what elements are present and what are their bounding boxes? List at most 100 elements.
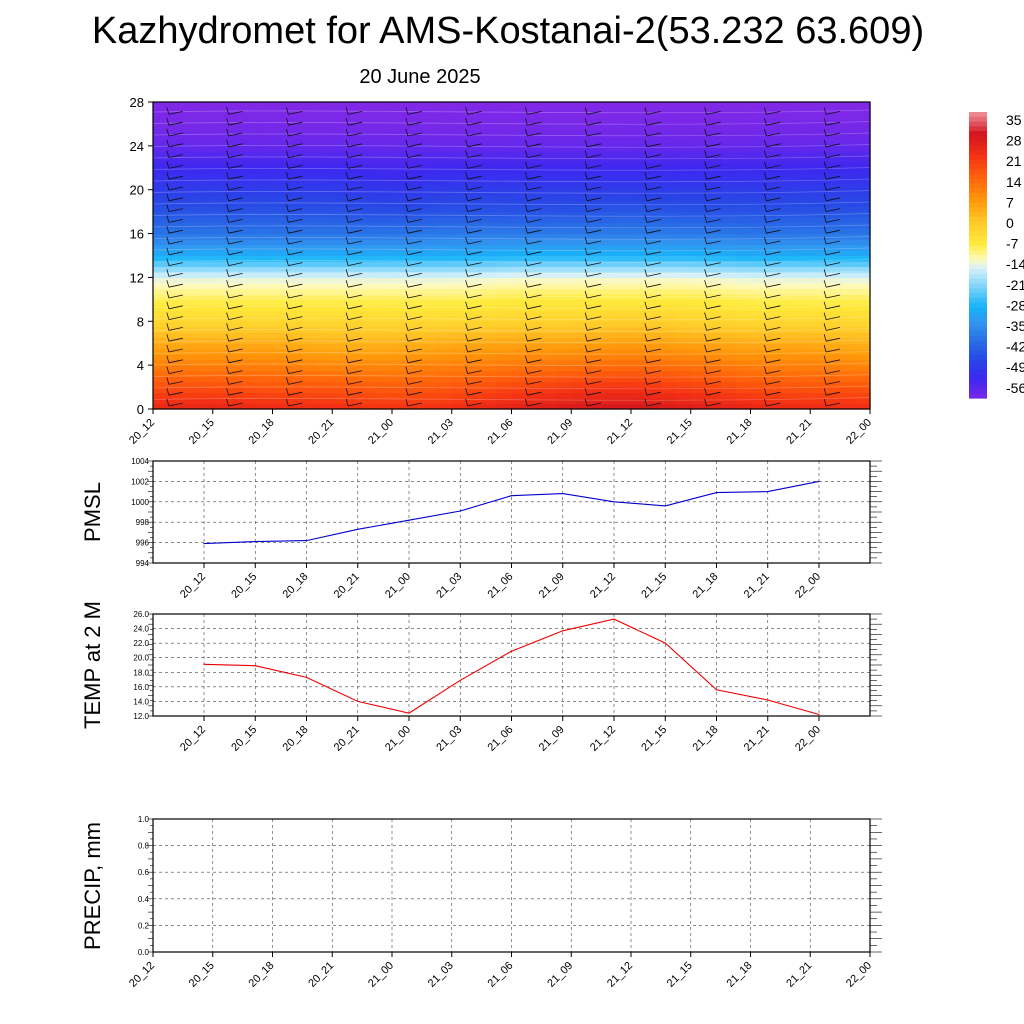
wind-barb bbox=[407, 219, 422, 223]
heatmap-cell bbox=[392, 343, 408, 350]
heatmap-cell bbox=[436, 129, 453, 136]
heatmap-cell bbox=[197, 129, 214, 136]
heatmap-cell bbox=[496, 167, 513, 174]
heatmap-cell bbox=[616, 167, 632, 174]
heatmap-cell bbox=[272, 288, 289, 295]
wind-barb-flag bbox=[166, 312, 170, 320]
wind-barb bbox=[467, 370, 482, 374]
heatmap-cell bbox=[511, 299, 528, 306]
heatmap-cell bbox=[167, 123, 184, 131]
data-point bbox=[254, 540, 256, 543]
heatmap-cell bbox=[302, 145, 318, 152]
heatmap-cell bbox=[840, 315, 856, 322]
wind-barb-flag bbox=[285, 247, 289, 255]
heatmap-cell bbox=[272, 145, 289, 152]
heatmap-cell bbox=[750, 293, 767, 300]
heatmap-cell bbox=[720, 239, 737, 246]
heatmap-cell bbox=[616, 277, 632, 284]
heatmap-cell bbox=[735, 206, 752, 213]
heatmap-cell bbox=[645, 381, 662, 388]
heatmap-cell bbox=[855, 228, 871, 235]
heatmap-cell bbox=[855, 151, 871, 158]
wind-barb-flag bbox=[166, 215, 170, 223]
colorbar-swatch bbox=[969, 359, 987, 366]
heatmap-cell bbox=[481, 107, 498, 114]
x-tick-label: 20_18 bbox=[281, 724, 311, 754]
colorbar-swatch bbox=[969, 212, 987, 218]
heatmap-cell bbox=[586, 102, 602, 109]
heatmap-cell bbox=[287, 365, 303, 372]
heatmap-cell bbox=[212, 271, 229, 279]
heatmap-cell bbox=[601, 162, 617, 169]
heatmap-cell bbox=[302, 233, 318, 240]
heatmap-cell bbox=[795, 184, 811, 191]
heatmap-cell bbox=[795, 381, 811, 388]
heatmap-cell bbox=[153, 370, 169, 377]
heatmap-cell bbox=[511, 239, 528, 246]
heatmap-cell bbox=[660, 255, 677, 262]
heatmap-cell bbox=[406, 239, 423, 246]
heatmap-cell bbox=[436, 310, 453, 317]
heatmap-cell bbox=[750, 167, 767, 174]
wind-barb bbox=[228, 359, 243, 364]
heatmap-cell bbox=[257, 266, 274, 273]
heatmap-cell bbox=[466, 102, 483, 109]
heatmap-cell bbox=[167, 167, 184, 174]
wind-barb bbox=[646, 273, 661, 277]
colorbar-label: 35 bbox=[1006, 112, 1022, 128]
heatmap-cell bbox=[675, 206, 692, 213]
heatmap-cell bbox=[705, 151, 722, 158]
wind-barb-flag bbox=[285, 107, 289, 115]
wind-barb-flag bbox=[763, 258, 767, 266]
wind-barb bbox=[706, 381, 721, 385]
heatmap-cell bbox=[631, 326, 647, 333]
heatmap-cell bbox=[392, 337, 408, 344]
heatmap-cell bbox=[840, 403, 856, 410]
heatmap-cell bbox=[795, 332, 811, 339]
data-point bbox=[562, 630, 564, 632]
heatmap-cell bbox=[780, 370, 796, 377]
heatmap-cell bbox=[810, 348, 826, 355]
heatmap-cell bbox=[825, 315, 841, 322]
wind-barb-flag bbox=[644, 312, 648, 320]
heatmap-cell bbox=[631, 123, 647, 131]
heatmap-cell bbox=[212, 102, 229, 109]
heatmap-cell bbox=[601, 304, 617, 311]
heatmap-cell bbox=[197, 217, 214, 224]
wind-barb-flag bbox=[584, 344, 588, 353]
wind-barb bbox=[168, 186, 183, 191]
heatmap-cell bbox=[735, 343, 752, 350]
heatmap-cell bbox=[317, 211, 333, 218]
heatmap-cell bbox=[601, 376, 617, 383]
heatmap-cell bbox=[631, 266, 647, 273]
heatmap-cell bbox=[167, 184, 184, 191]
heatmap-cell bbox=[690, 222, 707, 229]
heatmap-cell bbox=[332, 222, 348, 229]
colorbar-swatch bbox=[969, 226, 987, 232]
heatmap-cell bbox=[690, 239, 707, 246]
heatmap-cell bbox=[466, 337, 483, 344]
wind-barb bbox=[646, 219, 661, 223]
heatmap-cell bbox=[855, 321, 871, 328]
heatmap-cell bbox=[601, 145, 617, 152]
heatmap-cell bbox=[586, 239, 602, 246]
heatmap-cell bbox=[660, 222, 677, 229]
x-tick-label: 20_15 bbox=[187, 417, 217, 447]
heatmap-cell bbox=[601, 102, 617, 109]
heatmap-cell bbox=[182, 277, 199, 284]
heatmap-cell bbox=[840, 381, 856, 388]
heatmap-cell bbox=[302, 156, 318, 163]
heatmap-cell bbox=[362, 173, 378, 180]
colorbar-label: -28 bbox=[1006, 297, 1024, 313]
heatmap-cell bbox=[197, 343, 214, 350]
heatmap-cell bbox=[451, 134, 468, 141]
heatmap-cell bbox=[810, 315, 826, 322]
heatmap-cell bbox=[257, 337, 274, 344]
heatmap-cell bbox=[377, 255, 393, 262]
heatmap-cell bbox=[481, 348, 498, 355]
heatmap-cell bbox=[227, 332, 244, 339]
heatmap-cell bbox=[690, 321, 707, 328]
heatmap-cell bbox=[645, 228, 662, 235]
heatmap-cell bbox=[631, 387, 647, 394]
heatmap-cell bbox=[526, 118, 542, 125]
